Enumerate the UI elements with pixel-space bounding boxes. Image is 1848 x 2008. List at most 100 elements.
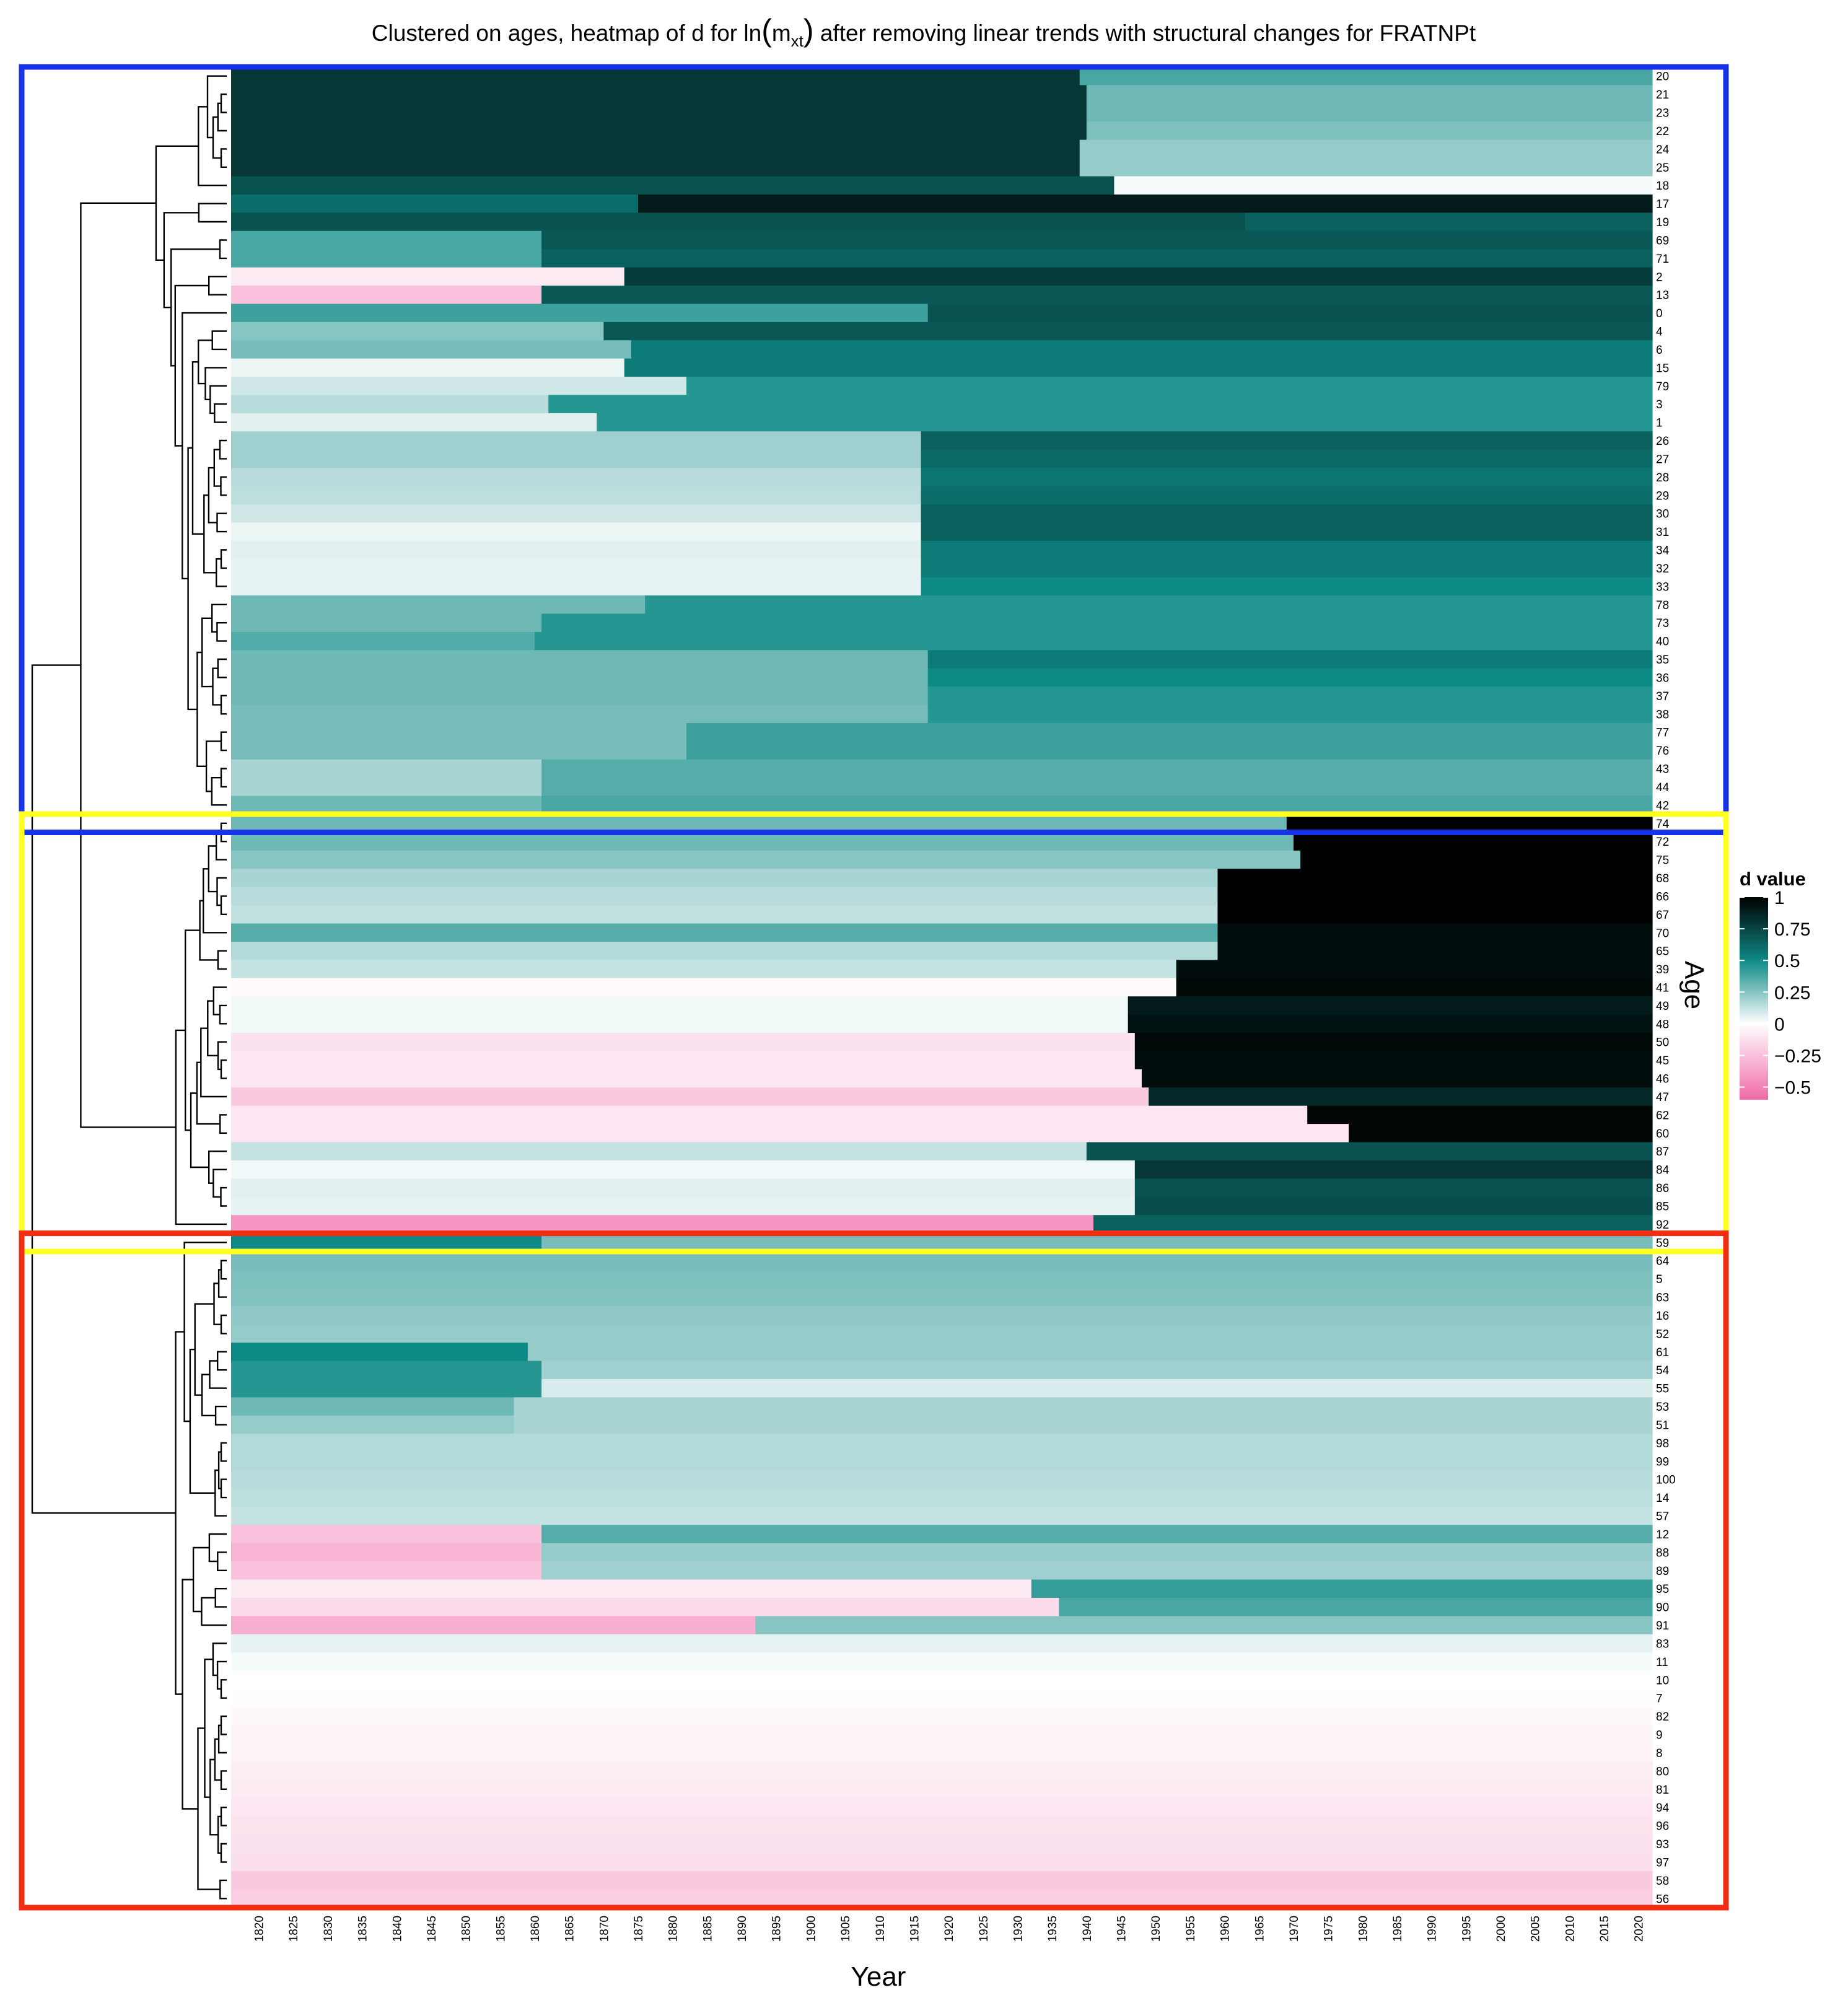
heatmap-cell-age-12-seg-1	[541, 1525, 1653, 1544]
heatmap-cell-age-52-seg-0	[231, 1324, 1653, 1343]
heatmap-cell-age-25-seg-0	[231, 158, 1080, 177]
legend-tick-label: 1	[1774, 888, 1785, 908]
age-label: 92	[1656, 1219, 1669, 1232]
year-label: 1945	[1116, 1916, 1129, 1942]
year-label: 1825	[287, 1916, 300, 1942]
heatmap-cell-age-49-seg-0	[231, 996, 1129, 1015]
heatmap-cell-age-1-seg-0	[231, 413, 597, 432]
heatmap-cell-age-40-seg-0	[231, 631, 535, 651]
heatmap-cell-age-37-seg-0	[231, 686, 929, 706]
year-label: 1920	[943, 1916, 956, 1942]
heatmap-cell-age-93-seg-0	[231, 1835, 1653, 1854]
age-label: 33	[1656, 581, 1669, 594]
dendrogram-link	[216, 622, 227, 642]
heatmap-cell-age-62-seg-0	[231, 1105, 1308, 1125]
heatmap-cell-age-46-seg-1	[1141, 1069, 1653, 1088]
heatmap-cell-age-73-seg-1	[541, 613, 1653, 633]
heatmap-cell-age-65-seg-0	[231, 941, 1219, 960]
age-label: 25	[1656, 162, 1669, 175]
heatmap-cell-age-87-seg-1	[1086, 1142, 1653, 1161]
dendrogram-link	[220, 1807, 227, 1826]
heatmap-cell-age-36-seg-1	[927, 668, 1653, 687]
dendrogram-link	[208, 467, 217, 524]
age-label: 4	[1656, 326, 1663, 339]
age-label: 37	[1656, 690, 1669, 703]
age-label: 68	[1656, 872, 1669, 885]
age-label: 98	[1656, 1437, 1669, 1450]
heatmap-cell-age-24-seg-0	[231, 139, 1080, 159]
age-label: 65	[1656, 945, 1669, 958]
legend-tick-label: 0.5	[1774, 951, 1800, 971]
heatmap-cell-age-72-seg-0	[231, 832, 1294, 851]
heatmap-cell-age-60-seg-1	[1349, 1124, 1653, 1143]
heatmap-cell-age-43-seg-0	[231, 759, 542, 778]
cluster-2-box	[19, 811, 1729, 1255]
heatmap-cell-age-33-seg-1	[921, 577, 1653, 596]
dendrogram-link	[220, 1186, 227, 1207]
heatmap-cell-age-29-seg-0	[231, 486, 922, 505]
dendrogram-link	[163, 212, 199, 309]
heatmap-cell-age-44-seg-1	[541, 778, 1653, 797]
heatmap-cell-age-70-seg-0	[231, 923, 1219, 942]
heatmap-cell-age-63-seg-0	[231, 1287, 1653, 1307]
heatmap-cell-age-38-seg-1	[927, 704, 1653, 724]
dendrogram-link	[199, 900, 218, 961]
heatmap-cell-age-94-seg-0	[231, 1798, 1653, 1817]
heatmap-cell-age-75-seg-0	[231, 850, 1301, 869]
age-label: 15	[1656, 362, 1669, 375]
heatmap-cell-age-30-seg-1	[921, 504, 1653, 523]
heatmap-cell-age-12-seg-0	[231, 1525, 542, 1544]
dendrogram-link	[217, 1351, 227, 1371]
heatmap-cell-age-25-seg-1	[1079, 158, 1653, 177]
dendrogram-link	[208, 276, 227, 296]
heatmap-cell-age-53-seg-0	[231, 1397, 515, 1416]
heatmap-cell-age-0-seg-1	[927, 304, 1653, 323]
age-label: 43	[1656, 763, 1669, 776]
year-label: 1995	[1460, 1916, 1473, 1942]
year-label: 1835	[357, 1916, 370, 1942]
age-label: 55	[1656, 1383, 1669, 1396]
dendrogram-link	[216, 512, 227, 533]
heatmap-cell-age-54-seg-0	[231, 1361, 542, 1380]
cluster-boxes	[19, 64, 1729, 1911]
age-label: 23	[1656, 107, 1669, 120]
age-label: 58	[1656, 1875, 1669, 1888]
heatmap-cell-age-28-seg-1	[921, 468, 1653, 487]
age-label: 10	[1656, 1674, 1669, 1687]
dendrogram-link	[217, 1551, 227, 1571]
year-label: 1900	[805, 1916, 818, 1942]
year-label: 1940	[1081, 1916, 1094, 1942]
y-axis-title: Age	[1679, 961, 1709, 1009]
age-label: 61	[1656, 1346, 1669, 1359]
heatmap-cell-age-84-seg-0	[231, 1160, 1136, 1179]
year-label: 1980	[1357, 1916, 1370, 1942]
heatmap-cell-age-18-seg-0	[231, 176, 1114, 195]
dendrogram-link	[220, 1314, 227, 1335]
age-label: 100	[1656, 1474, 1676, 1487]
age-label: 82	[1656, 1711, 1669, 1724]
heatmap-cell-age-90-seg-0	[231, 1597, 1059, 1616]
heatmap-cell-age-96-seg-0	[231, 1816, 1653, 1835]
age-label: 60	[1656, 1128, 1669, 1141]
heatmap-cell-age-32-seg-1	[921, 559, 1653, 578]
year-label: 2015	[1598, 1916, 1611, 1942]
year-label: 2000	[1495, 1916, 1508, 1942]
dendrogram-link	[206, 75, 227, 139]
heatmap-cell-age-2-seg-0	[231, 267, 625, 286]
dendrogram-link	[80, 202, 176, 1128]
heatmap-cell-age-79-seg-0	[231, 377, 687, 396]
age-label: 29	[1656, 489, 1669, 502]
row-dendrogram	[31, 75, 227, 1900]
year-label: 1970	[1288, 1916, 1301, 1942]
dendrogram-link	[194, 1303, 214, 1396]
age-label: 84	[1656, 1164, 1670, 1177]
heatmap-cell-age-1-seg-1	[597, 413, 1653, 432]
heatmap-cell-age-69-seg-0	[231, 230, 542, 250]
heatmap-cell-age-87-seg-0	[231, 1142, 1087, 1161]
heatmap-cell-age-89-seg-0	[231, 1561, 542, 1581]
heatmap-cell-age-67-seg-0	[231, 905, 1219, 924]
heatmap-cell-age-19-seg-1	[1245, 213, 1653, 232]
heatmap-cell-age-27-seg-0	[231, 449, 922, 468]
heatmap-cell-age-8-seg-0	[231, 1743, 1653, 1763]
heatmap-cell-age-95-seg-1	[1031, 1579, 1653, 1598]
